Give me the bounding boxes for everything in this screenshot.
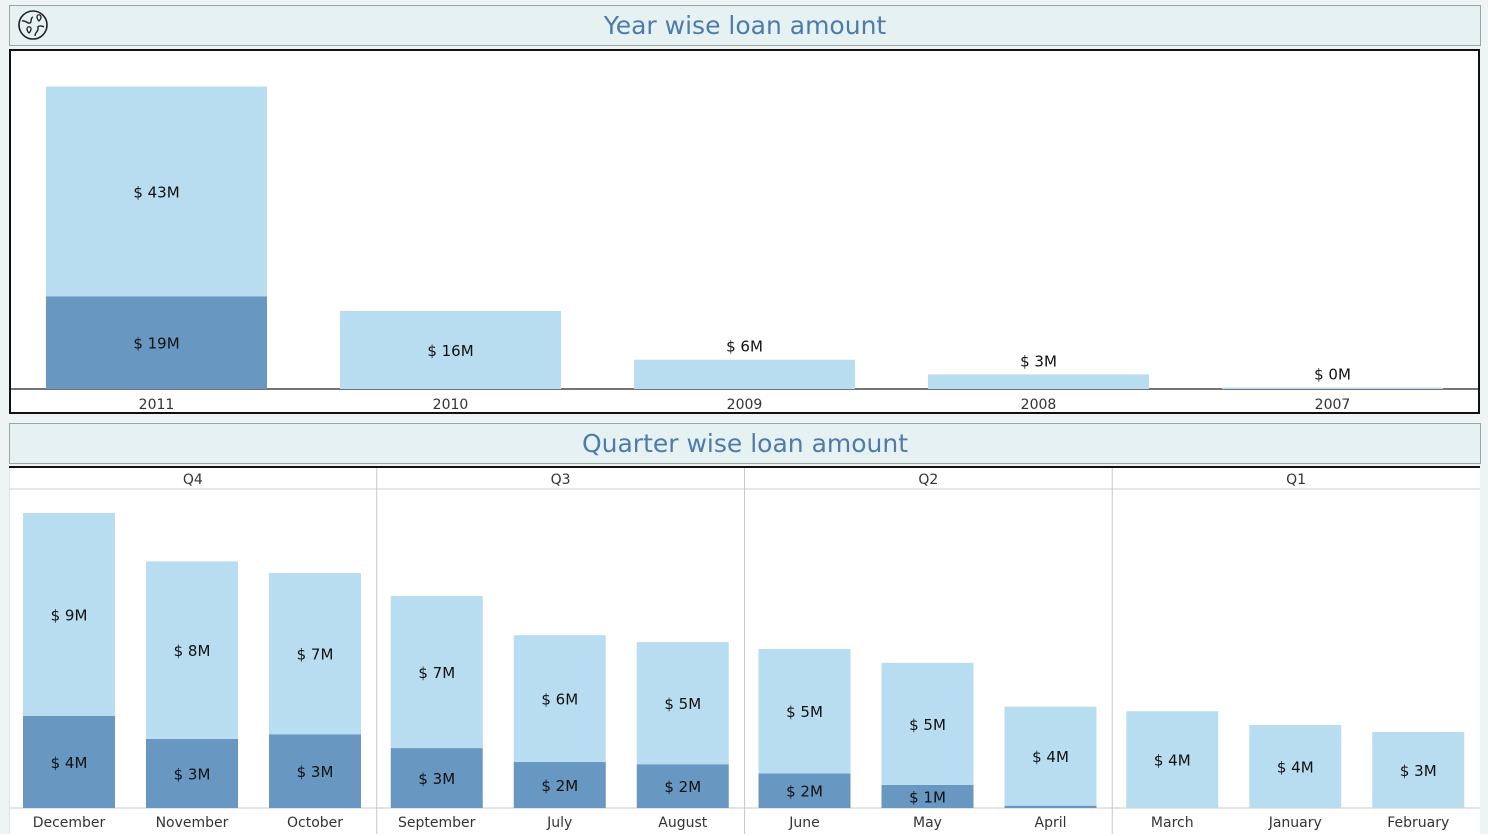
quarter-group-label-Q2: Q2: [918, 472, 938, 488]
quarter-bar-November-s0[interactable]: [146, 738, 238, 808]
quarter-bar-February-s1[interactable]: [1372, 731, 1465, 808]
quarter-bar-July-s0[interactable]: [513, 761, 606, 808]
quarter-data-label: $ 3M: [418, 770, 455, 788]
quarter-chart-panel: Q4 Q3 Q2 Q1 $ 4M $ 9M December $ 3M $ 8M November…: [9, 466, 1480, 836]
year-data-label: $ 6M: [726, 338, 763, 356]
year-data-label: $ 16M: [427, 342, 473, 360]
quarter-data-label: $ 9M: [51, 606, 88, 624]
quarter-data-label: $ 2M: [541, 777, 578, 795]
quarter-data-label: $ 2M: [664, 778, 701, 796]
quarter-tick-label: August: [658, 815, 708, 831]
quarter-data-label: $ 3M: [297, 763, 334, 781]
year-bar-2010-s1[interactable]: [340, 310, 561, 389]
quarter-tick-label: September: [398, 815, 476, 831]
quarter-tick-label: October: [287, 815, 343, 831]
quarter-bar-December-s0[interactable]: [23, 715, 115, 808]
quarter-data-label: $ 3M: [174, 765, 211, 783]
quarter-bar-April-s0[interactable]: [1004, 805, 1097, 808]
year-data-label: $ 19M: [133, 335, 179, 353]
quarter-group-label-Q4: Q4: [183, 472, 203, 488]
quarter-data-label: $ 7M: [418, 664, 455, 682]
year-bar-2009-s1[interactable]: [634, 359, 855, 389]
quarter-bar-September-s1[interactable]: [390, 596, 483, 749]
quarter-chart-title-bar: Quarter wise loan amount: [9, 423, 1481, 464]
quarter-tick-label: July: [546, 815, 572, 831]
quarter-tick-label: November: [156, 815, 229, 831]
quarter-bar-May-s0[interactable]: [881, 784, 974, 808]
quarter-data-label: $ 5M: [664, 695, 701, 713]
quarter-bar-December-s1[interactable]: [23, 513, 115, 716]
quarter-tick-label: January: [1268, 815, 1322, 831]
year-chart: $ 19M $ 43M 2011 $ 16M 2010 $ 6M 2009 $ 3M 2008 $…: [11, 86, 1478, 412]
quarter-bar-March-s1[interactable]: [1126, 711, 1219, 808]
quarter-tick-label: May: [913, 815, 942, 831]
quarter-data-label: $ 4M: [1154, 752, 1191, 770]
quarter-data-label: $ 1M: [909, 788, 946, 806]
quarter-bar-October-s0[interactable]: [269, 734, 361, 808]
year-chart-title-bar: Year wise loan amount: [9, 5, 1481, 46]
year-tick-label: 2007: [1315, 397, 1351, 412]
quarter-chart-title: Quarter wise loan amount: [581, 429, 909, 458]
quarter-bar-June-s0[interactable]: [758, 773, 851, 808]
quarter-data-label: $ 5M: [786, 703, 823, 721]
quarter-chart: Q4 Q3 Q2 Q1 $ 4M $ 9M December $ 3M $ 8M November…: [9, 468, 1480, 834]
year-chart-panel: $ 19M $ 43M 2011 $ 16M 2010 $ 6M 2009 $ 3M 2008 $…: [9, 49, 1480, 414]
quarter-bar-August-s0[interactable]: [636, 764, 729, 808]
year-bar-2008-s1[interactable]: [928, 374, 1149, 389]
quarter-bar-November-s1[interactable]: [146, 561, 238, 739]
year-tick-label: 2011: [139, 397, 175, 412]
quarter-bar-October-s1[interactable]: [269, 572, 361, 735]
quarter-tick-label: April: [1035, 815, 1067, 831]
year-tick-label: 2010: [433, 397, 469, 412]
quarter-bar-August-s1[interactable]: [636, 642, 729, 765]
year-tick-label: 2009: [727, 397, 763, 412]
quarter-bar-January-s1[interactable]: [1249, 725, 1342, 808]
quarter-tick-label: February: [1387, 815, 1449, 831]
quarter-data-label: $ 4M: [1032, 748, 1069, 766]
quarter-group-label-Q3: Q3: [551, 472, 571, 488]
year-bar-2007-s1[interactable]: [1222, 387, 1443, 389]
year-data-label: $ 0M: [1314, 366, 1351, 384]
quarter-bar-April-s1[interactable]: [1004, 706, 1097, 806]
year-bar-2011-s1[interactable]: [46, 86, 267, 297]
quarter-data-label: $ 4M: [1277, 759, 1314, 777]
year-tick-label: 2008: [1021, 397, 1057, 412]
year-bar-2011-s0[interactable]: [46, 296, 267, 389]
globe-pin-icon[interactable]: [17, 9, 49, 41]
quarter-data-label: $ 4M: [51, 754, 88, 772]
quarter-group-label-Q1: Q1: [1286, 472, 1306, 488]
quarter-data-label: $ 7M: [297, 646, 334, 664]
quarter-bar-July-s1[interactable]: [513, 635, 606, 762]
year-data-label: $ 3M: [1020, 352, 1057, 370]
quarter-data-label: $ 6M: [541, 691, 578, 709]
quarter-bar-September-s0[interactable]: [390, 748, 483, 808]
year-data-label: $ 43M: [133, 183, 179, 201]
quarter-data-label: $ 2M: [786, 783, 823, 801]
quarter-bar-June-s1[interactable]: [758, 649, 851, 774]
quarter-tick-label: December: [33, 815, 106, 831]
quarter-data-label: $ 5M: [909, 716, 946, 734]
quarter-tick-label: June: [788, 815, 820, 831]
quarter-bar-May-s1[interactable]: [881, 662, 974, 785]
quarter-data-label: $ 8M: [174, 642, 211, 660]
year-chart-title: Year wise loan amount: [603, 11, 887, 40]
quarter-data-label: $ 3M: [1400, 762, 1437, 780]
quarter-tick-label: March: [1151, 815, 1194, 831]
